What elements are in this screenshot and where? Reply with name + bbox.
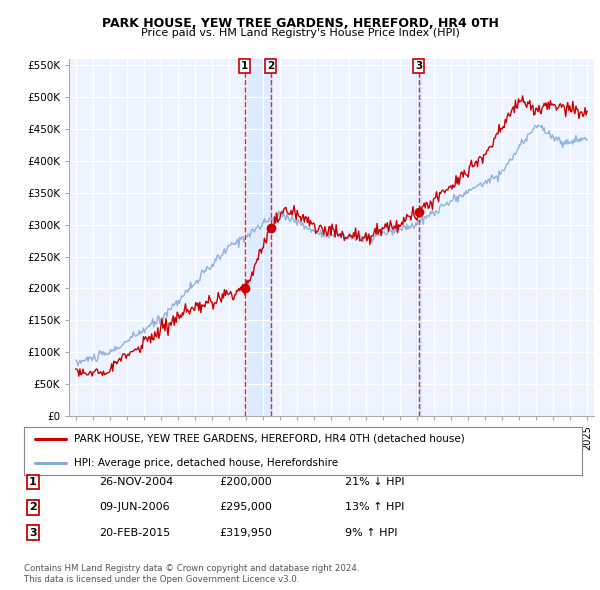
Text: This data is licensed under the Open Government Licence v3.0.: This data is licensed under the Open Gov… [24,575,299,584]
Text: 9% ↑ HPI: 9% ↑ HPI [345,528,398,537]
Text: PARK HOUSE, YEW TREE GARDENS, HEREFORD, HR4 0TH: PARK HOUSE, YEW TREE GARDENS, HEREFORD, … [101,17,499,30]
Text: Contains HM Land Registry data © Crown copyright and database right 2024.: Contains HM Land Registry data © Crown c… [24,565,359,573]
Text: HPI: Average price, detached house, Herefordshire: HPI: Average price, detached house, Here… [74,458,338,468]
Text: 09-JUN-2006: 09-JUN-2006 [99,503,170,512]
Text: 26-NOV-2004: 26-NOV-2004 [99,477,173,487]
Bar [245,59,271,416]
Text: 3: 3 [29,528,37,537]
Text: 2: 2 [29,503,37,512]
Text: 21% ↓ HPI: 21% ↓ HPI [345,477,404,487]
Text: Price paid vs. HM Land Registry's House Price Index (HPI): Price paid vs. HM Land Registry's House … [140,28,460,38]
Text: 2: 2 [268,61,275,71]
Text: 3: 3 [415,61,422,71]
Text: PARK HOUSE, YEW TREE GARDENS, HEREFORD, HR4 0TH (detached house): PARK HOUSE, YEW TREE GARDENS, HEREFORD, … [74,434,465,444]
Bar [416,59,421,416]
Text: £319,950: £319,950 [219,528,272,537]
Text: 1: 1 [241,61,248,71]
Text: 20-FEB-2015: 20-FEB-2015 [99,528,170,537]
Text: 13% ↑ HPI: 13% ↑ HPI [345,503,404,512]
Text: £295,000: £295,000 [219,503,272,512]
Text: £200,000: £200,000 [219,477,272,487]
Text: 1: 1 [29,477,37,487]
